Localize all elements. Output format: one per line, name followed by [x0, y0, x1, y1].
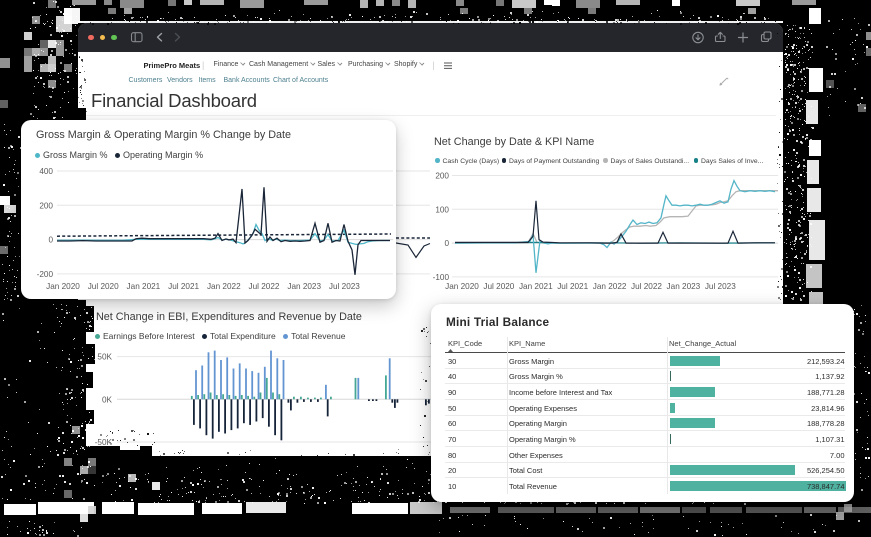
svg-text:Jan 2021: Jan 2021	[127, 282, 161, 291]
svg-text:Jan 2020: Jan 2020	[445, 282, 479, 291]
svg-text:Jul 2021: Jul 2021	[557, 282, 588, 291]
svg-text:400: 400	[39, 167, 53, 176]
svg-text:Jan 2023: Jan 2023	[287, 282, 321, 291]
svg-text:Jan 2022: Jan 2022	[207, 282, 241, 291]
svg-text:Jul 2020: Jul 2020	[483, 282, 514, 291]
svg-text:Jan 2020: Jan 2020	[46, 282, 80, 291]
svg-text:Jan 2022: Jan 2022	[593, 282, 627, 291]
svg-text:Jul 2022: Jul 2022	[249, 282, 280, 291]
svg-text:Jul 2022: Jul 2022	[631, 282, 662, 291]
svg-text:200: 200	[435, 172, 449, 181]
svg-text:100: 100	[435, 205, 449, 214]
svg-text:Jul 2020: Jul 2020	[88, 282, 119, 291]
svg-text:-200: -200	[37, 270, 54, 279]
svg-text:Jan 2023: Jan 2023	[667, 282, 701, 291]
svg-text:Jul 2021: Jul 2021	[168, 282, 199, 291]
svg-text:50K: 50K	[97, 353, 112, 362]
svg-text:200: 200	[39, 201, 53, 210]
svg-text:-50K: -50K	[95, 438, 113, 447]
svg-text:0K: 0K	[102, 395, 113, 404]
svg-text:-100: -100	[433, 273, 450, 282]
svg-text:0: 0	[48, 236, 53, 245]
svg-text:Jan 2021: Jan 2021	[519, 282, 553, 291]
svg-text:0: 0	[444, 239, 449, 248]
svg-text:Jul 2023: Jul 2023	[329, 282, 360, 291]
svg-text:Jul 2023: Jul 2023	[705, 282, 736, 291]
